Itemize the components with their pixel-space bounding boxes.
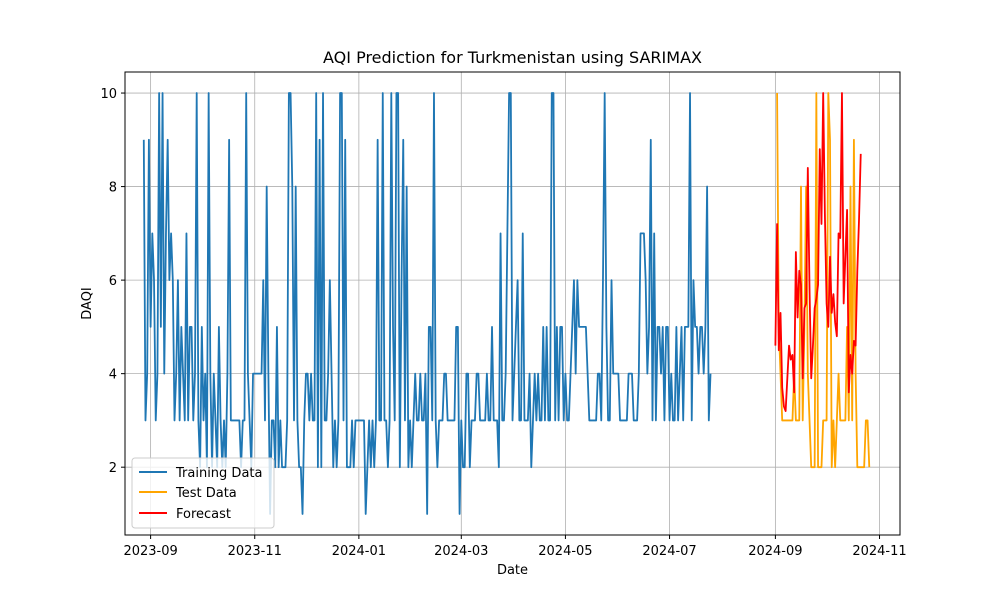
plot-frame	[124, 71, 901, 536]
x-tick-label: 2024-03	[434, 544, 488, 559]
legend: Training Data Test Data Forecast	[131, 457, 275, 529]
axis-ticks: 2023-09 2023-11 2024-01 2024-03 2024-05 2024-…	[100, 87, 906, 559]
y-tick-label: 8	[109, 181, 117, 196]
y-tick-label: 6	[109, 274, 117, 289]
chart-title: AQI Prediction for Turkmenistan using SA…	[323, 48, 702, 67]
y-tick-label: 4	[109, 368, 117, 383]
training-data-line	[142, 92, 712, 515]
x-tick-label: 2024-07	[642, 544, 696, 559]
legend-label-training: Training Data	[175, 466, 262, 481]
forecast-line	[774, 92, 862, 412]
legend-box	[131, 457, 275, 529]
y-axis-label: DAQI	[80, 287, 95, 320]
legend-label-test: Test Data	[175, 486, 237, 501]
x-tick-label: 2024-09	[748, 544, 802, 559]
x-tick-label: 2023-11	[228, 544, 282, 559]
series-lines	[142, 92, 871, 515]
y-tick-label: 10	[100, 87, 117, 102]
test-data-line	[776, 92, 871, 469]
legend-label-forecast: Forecast	[176, 507, 231, 522]
x-tick-label: 2024-01	[332, 544, 386, 559]
x-tick-label: 2024-11	[852, 544, 906, 559]
x-tick-label: 2024-05	[538, 544, 592, 559]
y-tick-label: 2	[109, 461, 117, 476]
x-tick-label: 2023-09	[123, 544, 177, 559]
x-axis-label: Date	[497, 563, 528, 578]
